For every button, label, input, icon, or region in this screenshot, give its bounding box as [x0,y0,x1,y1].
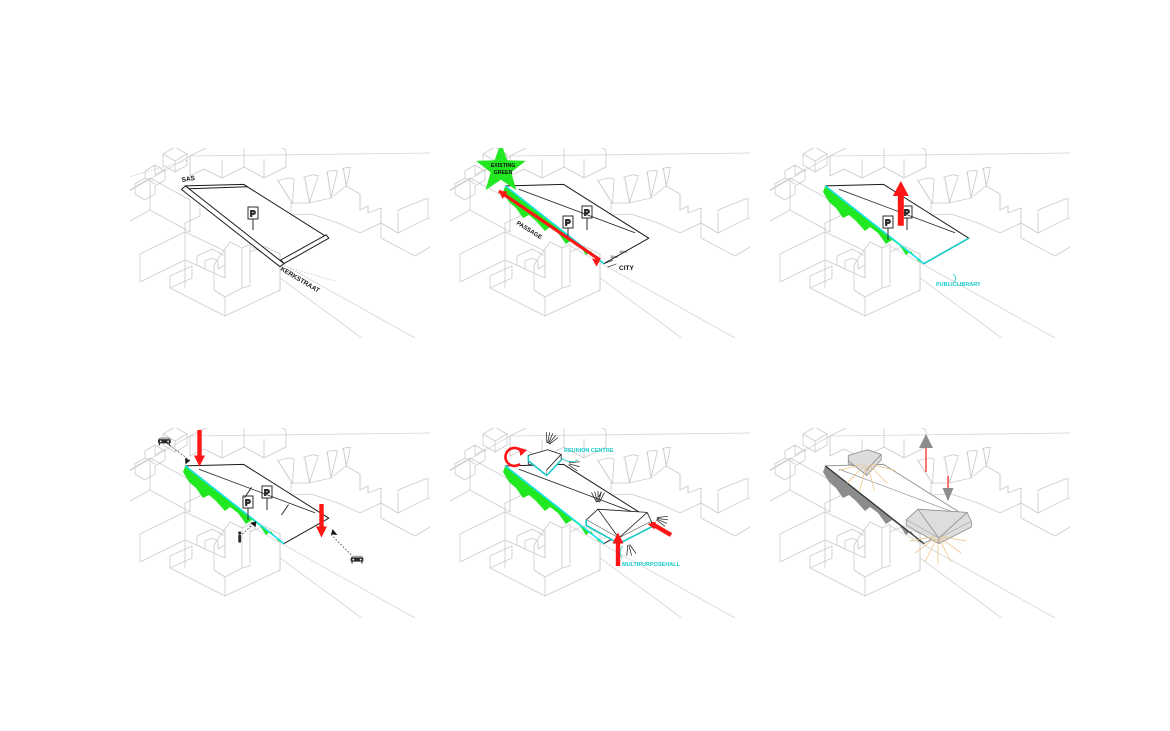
svg-text:PUBLICLIBRARY: PUBLICLIBRARY [936,282,981,288]
svg-text:18m: 18m [619,249,627,254]
svg-text:P: P [245,498,251,508]
svg-text:P: P [250,209,256,219]
svg-text:CITY: CITY [619,265,634,272]
svg-text:MULTIPURPOSEHALL: MULTIPURPOSEHALL [622,562,681,568]
svg-text:SAS: SAS [181,175,196,184]
svg-text:GREEN: GREEN [494,170,513,176]
svg-text:16m: 16m [610,254,618,259]
svg-text:P: P [584,208,590,218]
svg-text:REUNION CENTRE: REUNION CENTRE [564,448,614,454]
svg-text:EXISTING: EXISTING [491,163,516,169]
svg-text:P: P [904,208,910,218]
svg-text:KERKSTRAAT: KERKSTRAAT [279,266,321,295]
svg-text:P: P [565,218,571,228]
svg-text:P: P [885,218,891,228]
svg-text:P: P [264,488,270,498]
